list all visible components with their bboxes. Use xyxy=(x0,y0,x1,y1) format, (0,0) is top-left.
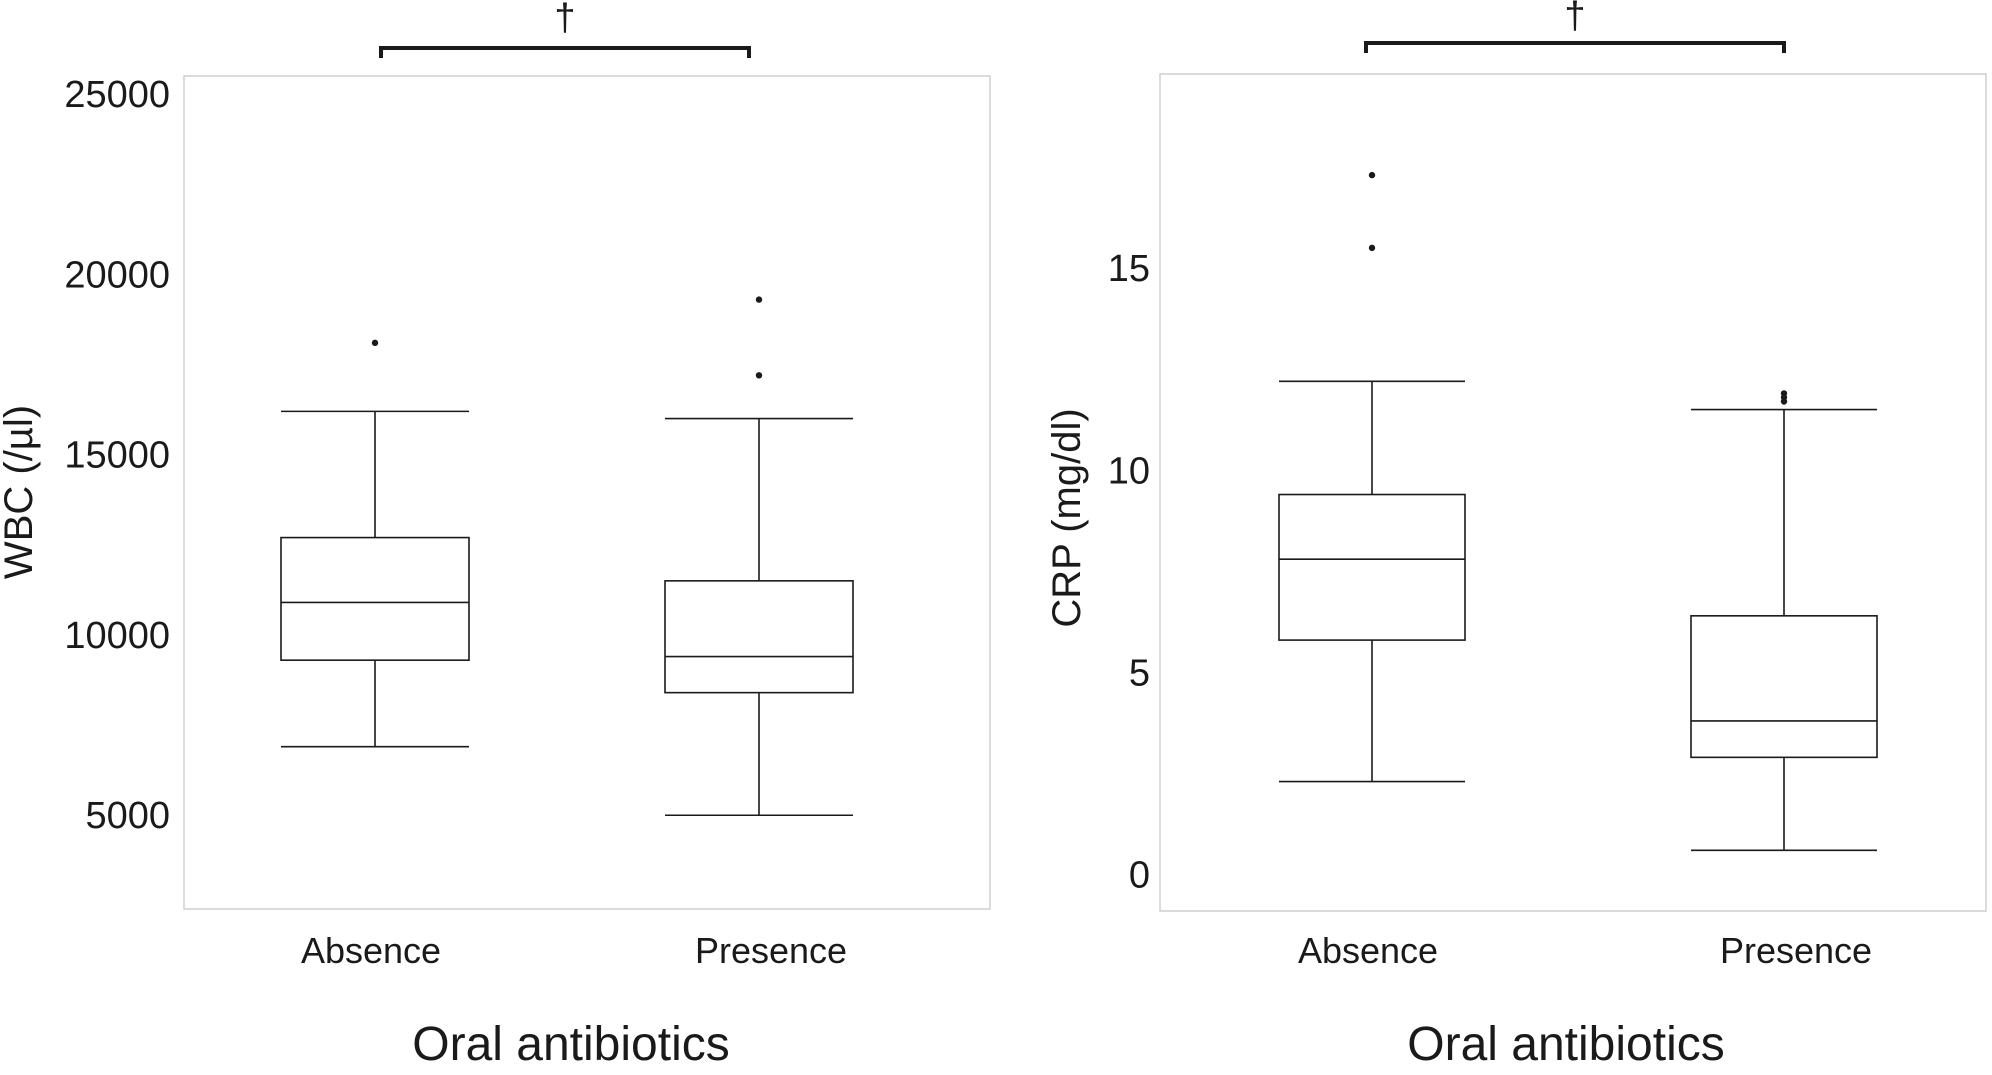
crp-y-tick-label: 0 xyxy=(1129,855,1150,897)
crp-y-tick-label: 5 xyxy=(1129,652,1150,694)
crp-absence-outlier xyxy=(1368,244,1376,252)
crp-y-tick-label: 15 xyxy=(1108,248,1150,290)
crp-panel: 0 5 10 15 Absence Presence † Oral antibiotic… xyxy=(1045,0,1987,1071)
wbc-category-labels: Absence Presence xyxy=(301,930,847,971)
wbc-category-label: Presence xyxy=(695,930,847,971)
wbc-absence-outlier xyxy=(371,339,379,347)
crp-x-axis-title: Oral antibiotics xyxy=(1407,1018,1724,1071)
crp-significance: † xyxy=(1364,0,1786,53)
wbc-absence-box xyxy=(280,536,470,661)
crp-presence-box xyxy=(1690,615,1878,759)
crp-significance-bracket xyxy=(1364,41,1786,53)
crp-category-labels: Absence Presence xyxy=(1298,930,1872,971)
crp-absence-outlier xyxy=(1368,171,1376,179)
wbc-y-tick-label: 5000 xyxy=(85,795,170,837)
crp-y-ticks: 0 5 10 15 xyxy=(1108,248,1150,897)
wbc-panel: 5000 10000 15000 20000 25000 Absence Presence… xyxy=(0,0,991,1071)
wbc-y-tick-label: 15000 xyxy=(64,435,170,477)
wbc-presence-box xyxy=(664,580,854,694)
crp-presence-outlier xyxy=(1780,390,1788,397)
crp-category-label: Presence xyxy=(1720,930,1872,971)
wbc-y-ticks: 5000 10000 15000 20000 25000 xyxy=(64,74,170,837)
wbc-presence-outlier xyxy=(755,372,763,379)
wbc-boxes xyxy=(280,296,854,817)
wbc-significance: † xyxy=(379,0,751,58)
wbc-y-tick-label: 10000 xyxy=(64,615,170,657)
crp-y-tick-label: 10 xyxy=(1108,450,1150,492)
wbc-y-tick-label: 20000 xyxy=(64,254,170,296)
wbc-category-label: Absence xyxy=(301,930,441,971)
crp-absence-box xyxy=(1278,493,1466,641)
crp-significance-label: † xyxy=(1564,0,1585,37)
wbc-x-axis-title: Oral antibiotics xyxy=(412,1018,729,1071)
crp-y-axis-title: CRP (mg/dl) xyxy=(1045,408,1089,627)
crp-boxes xyxy=(1278,171,1878,852)
wbc-y-tick-label: 25000 xyxy=(64,74,170,116)
wbc-significance-label: † xyxy=(554,0,575,39)
wbc-significance-bracket xyxy=(379,46,751,58)
wbc-presence-outlier xyxy=(755,296,763,303)
crp-plot-frame xyxy=(1159,73,1987,912)
wbc-y-axis-title: WBC (/µl) xyxy=(0,405,41,579)
wbc-plot-frame xyxy=(183,75,991,910)
crp-category-label: Absence xyxy=(1298,930,1438,971)
